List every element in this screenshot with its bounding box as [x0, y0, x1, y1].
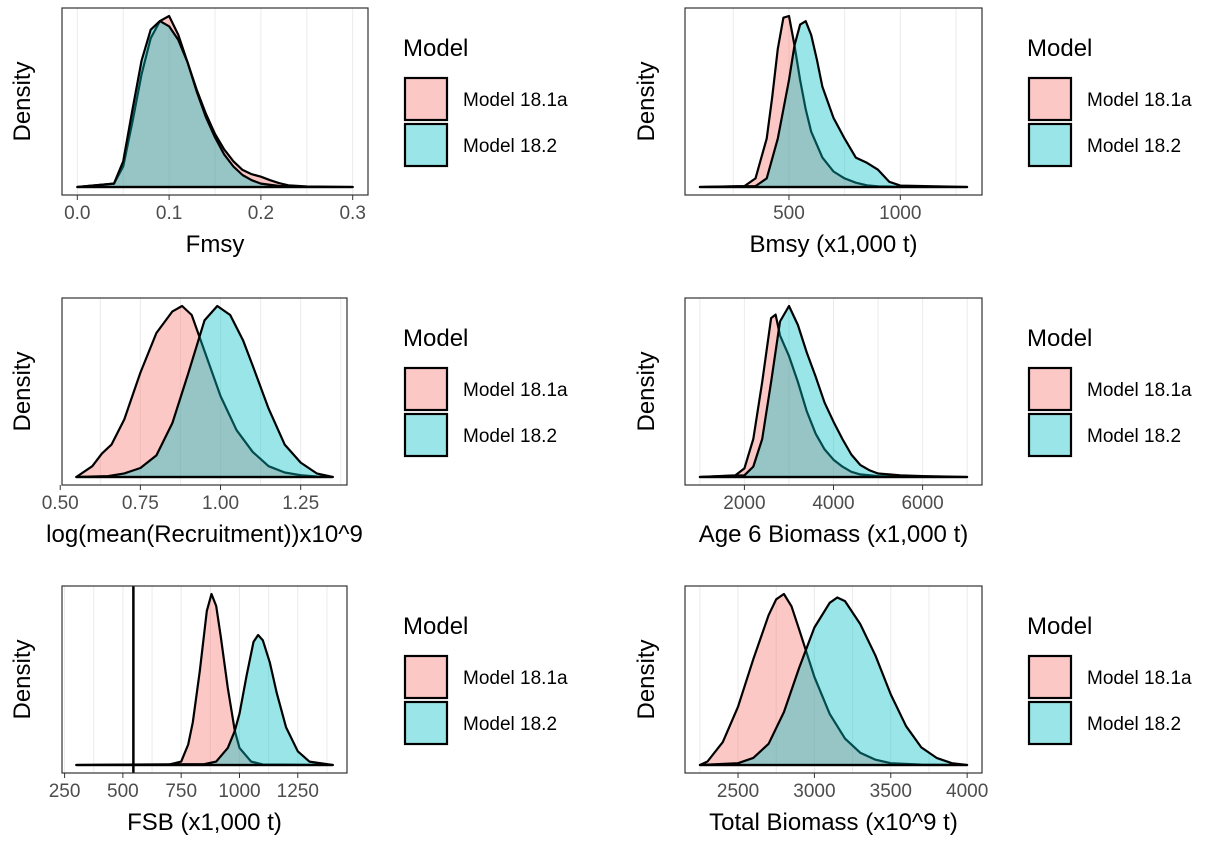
- x-tick-label: 2500: [717, 781, 759, 802]
- density-area-model-18-1a: [698, 313, 969, 479]
- x-tick-label: 3000: [793, 781, 835, 802]
- x-tick-label: 0.1: [156, 203, 182, 224]
- x-axis-label: Fmsy: [186, 231, 245, 258]
- legend: Model Model 18.1a Model 18.2: [1027, 35, 1192, 168]
- x-tick-label: 750: [165, 781, 197, 802]
- legend-key-model-18-1a: [1027, 76, 1073, 122]
- y-axis-label: Density: [633, 61, 660, 141]
- legend-label: Model 18.1a: [463, 380, 568, 401]
- y-axis-label: Density: [9, 351, 36, 431]
- legend: Model Model 18.1a Model 18.2: [1027, 325, 1192, 458]
- panel-border: [61, 297, 348, 486]
- x-tick-label: 4000: [812, 493, 854, 514]
- y-axis-label: Density: [9, 61, 36, 141]
- x-tick-label: 0.2: [248, 203, 274, 224]
- legend: Model Model 18.1a Model 18.2: [403, 35, 568, 168]
- legend-title: Model: [1027, 325, 1092, 352]
- panel-border: [61, 585, 348, 774]
- density-area-model-18-1a: [76, 14, 354, 189]
- panel-border: [684, 7, 983, 196]
- legend-label: Model 18.1a: [463, 90, 568, 111]
- density-area-model-18-2: [76, 20, 354, 189]
- x-tick-label: 0.75: [122, 493, 159, 514]
- legend-label: Model 18.1a: [1087, 668, 1192, 689]
- legend-key-model-18-1a: [403, 654, 449, 700]
- legend-key-model-18-2: [1027, 700, 1073, 746]
- panel-background: [62, 298, 347, 485]
- density-area-model-18-2: [698, 596, 969, 767]
- legend: Model Model 18.1a Model 18.2: [403, 613, 568, 746]
- x-axis-label: log(mean(Recruitment))x10^9: [46, 521, 363, 548]
- y-axis-label: Density: [9, 639, 36, 719]
- legend-label: Model 18.2: [1087, 426, 1181, 447]
- legend-key-model-18-1a: [1027, 366, 1073, 412]
- legend-key-model-18-2: [403, 700, 449, 746]
- legend-label: Model 18.2: [1087, 714, 1181, 735]
- density-panel-4: 2000 4000 6000 Age 6 Biomass (x1,000 t) Dens…: [633, 297, 1192, 548]
- legend-label: Model 18.1a: [1087, 90, 1192, 111]
- x-tick-label: 0.50: [42, 493, 79, 514]
- legend-key-model-18-2: [1027, 122, 1073, 168]
- density-area-model-18-1a: [75, 304, 334, 479]
- density-area-model-18-1a: [75, 592, 334, 767]
- panel-background: [62, 586, 347, 773]
- density-area-model-18-2: [698, 20, 969, 189]
- legend-label: Model 18.2: [463, 714, 557, 735]
- legend-key-model-18-2: [1027, 412, 1073, 458]
- legend-title: Model: [403, 613, 468, 640]
- x-tick-label: 250: [49, 781, 81, 802]
- legend-key-model-18-2: [403, 122, 449, 168]
- legend-title: Model: [403, 325, 468, 352]
- x-tick-label: 500: [107, 781, 139, 802]
- panel-background: [685, 8, 982, 195]
- legend-key-model-18-1a: [403, 76, 449, 122]
- legend-label: Model 18.2: [463, 426, 557, 447]
- density-area-model-18-2: [75, 304, 334, 479]
- panel-border: [61, 7, 369, 196]
- legend-label: Model 18.1a: [463, 668, 568, 689]
- legend-title: Model: [403, 35, 468, 62]
- x-tick-label: 3500: [870, 781, 912, 802]
- x-tick-label: 1250: [277, 781, 319, 802]
- x-tick-label: 1.25: [282, 493, 319, 514]
- legend-key-model-18-1a: [403, 366, 449, 412]
- density-panel-5: 250 500 750 1000 1250 FSB (x1,000 t) Density Mo…: [9, 585, 568, 836]
- legend-title: Model: [1027, 613, 1092, 640]
- density-area-model-18-2: [75, 633, 334, 767]
- y-axis-label: Density: [633, 639, 660, 719]
- legend-title: Model: [1027, 35, 1092, 62]
- legend: Model Model 18.1a Model 18.2: [1027, 613, 1192, 746]
- legend-label: Model 18.1a: [1087, 380, 1192, 401]
- x-tick-label: 1000: [879, 203, 921, 224]
- x-tick-label: 1000: [218, 781, 260, 802]
- density-area-model-18-2: [698, 304, 969, 479]
- panel-border: [684, 585, 983, 774]
- x-tick-label: 500: [773, 203, 805, 224]
- x-axis-label: FSB (x1,000 t): [127, 809, 282, 836]
- x-tick-label: 6000: [901, 493, 943, 514]
- density-panel-3: 0.50 0.75 1.00 1.25 log(mean(Recruitment))x1…: [9, 297, 568, 548]
- legend-label: Model 18.2: [463, 136, 557, 157]
- legend-key-model-18-1a: [1027, 654, 1073, 700]
- x-tick-label: 0.0: [64, 203, 90, 224]
- legend: Model Model 18.1a Model 18.2: [403, 325, 568, 458]
- legend-key-model-18-2: [403, 412, 449, 458]
- x-axis-label: Total Biomass (x10^9 t): [709, 809, 958, 836]
- x-tick-label: 4000: [946, 781, 988, 802]
- density-panel-2: 500 1000 Bmsy (x1,000 t) Density Model Model …: [633, 7, 1192, 258]
- x-tick-label: 0.3: [339, 203, 365, 224]
- legend-label: Model 18.2: [1087, 136, 1181, 157]
- density-panel-6: 2500 3000 3500 4000 Total Biomass (x10^9 t) D…: [633, 585, 1192, 836]
- density-area-model-18-1a: [698, 592, 969, 767]
- x-tick-label: 1.00: [202, 493, 239, 514]
- x-axis-label: Age 6 Biomass (x1,000 t): [699, 521, 968, 548]
- x-tick-label: 2000: [723, 493, 765, 514]
- x-axis-label: Bmsy (x1,000 t): [749, 231, 917, 258]
- y-axis-label: Density: [633, 351, 660, 431]
- panel-background: [685, 586, 982, 773]
